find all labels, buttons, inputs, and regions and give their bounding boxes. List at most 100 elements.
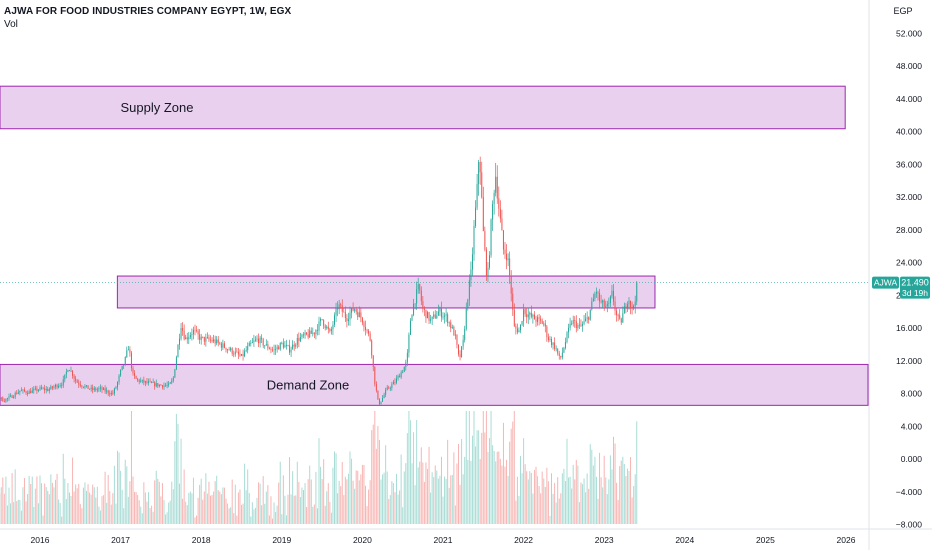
- volume-bar: [467, 460, 468, 524]
- candle-body: [320, 319, 321, 321]
- volume-bar: [97, 487, 98, 524]
- volume-bar: [64, 479, 65, 524]
- y-tick-label: 36.000: [896, 159, 922, 169]
- volume-bar: [117, 451, 118, 524]
- volume-bar: [627, 469, 628, 524]
- volume-bar: [356, 470, 357, 524]
- candle-body: [371, 340, 372, 355]
- candle-body: [114, 389, 115, 394]
- candle-body: [563, 348, 564, 353]
- candle-body: [32, 390, 33, 393]
- volume-bar: [236, 516, 237, 524]
- candle-body: [133, 368, 134, 373]
- y-tick-label: 40.000: [896, 127, 922, 137]
- volume-bar: [35, 489, 36, 524]
- candle-body: [233, 354, 234, 355]
- volume-bar: [270, 496, 271, 524]
- volume-bar: [343, 495, 344, 524]
- currency-label: EGP: [893, 6, 912, 16]
- candle-body: [478, 162, 479, 184]
- volume-bar: [379, 440, 380, 524]
- volume-bar: [345, 477, 346, 524]
- candle-body: [195, 330, 196, 331]
- volume-label[interactable]: Vol: [4, 18, 291, 31]
- candle-body: [193, 330, 194, 334]
- candle-body: [367, 330, 368, 331]
- volume-bar: [633, 486, 634, 524]
- candle-body: [593, 299, 594, 302]
- volume-bar: [515, 501, 516, 524]
- y-tick-label: 32.000: [896, 192, 922, 202]
- y-tick-label: 16.000: [896, 323, 922, 333]
- candle-body: [357, 312, 358, 317]
- candle-body: [579, 325, 580, 326]
- volume-bar: [84, 482, 85, 524]
- candle-body: [19, 391, 20, 393]
- candle-body: [61, 385, 62, 386]
- candle-body: [577, 325, 578, 328]
- volume-bar: [514, 411, 515, 524]
- candle-body: [556, 348, 557, 349]
- volume-bar: [461, 439, 462, 524]
- volume-bar: [607, 494, 608, 524]
- zone-demand-zone[interactable]: [0, 364, 868, 405]
- volume-bar: [300, 497, 301, 524]
- volume-bar: [464, 457, 465, 524]
- volume-bar: [187, 505, 188, 524]
- candle-body: [616, 311, 617, 316]
- volume-bar: [404, 471, 405, 524]
- zone-middle-zone[interactable]: [117, 276, 655, 308]
- candle-body: [55, 385, 56, 387]
- candle-body: [456, 335, 457, 345]
- volume-bar: [111, 505, 112, 524]
- volume-bar: [543, 478, 544, 524]
- candle-body: [142, 380, 143, 381]
- volume-bar: [438, 479, 439, 524]
- candle-body: [393, 382, 394, 384]
- volume-bar: [91, 495, 92, 524]
- candle-body: [607, 304, 608, 306]
- volume-bar: [83, 488, 84, 524]
- volume-bar: [89, 492, 90, 524]
- volume-bar: [188, 493, 189, 524]
- volume-bar: [551, 473, 552, 524]
- volume-bar: [407, 433, 408, 524]
- candle-body: [532, 315, 533, 317]
- volume-bar: [401, 454, 402, 524]
- volume-bar: [77, 488, 78, 524]
- candle-body: [601, 301, 602, 302]
- volume-bar: [371, 430, 372, 524]
- volume-bar: [46, 487, 47, 524]
- candle-body: [221, 344, 222, 348]
- volume-bar: [278, 483, 279, 524]
- y-tick-label: −4.000: [896, 487, 923, 497]
- volume-bar: [391, 481, 392, 524]
- volume-bar: [565, 481, 566, 524]
- candle-body: [162, 385, 163, 387]
- symbol-title[interactable]: AJWA FOR FOOD INDUSTRIES COMPANY EGYPT, …: [4, 5, 291, 18]
- candle-body: [549, 339, 550, 340]
- volume-bar: [325, 506, 326, 524]
- volume-bar: [94, 487, 95, 524]
- candle-body: [432, 317, 433, 320]
- volume-bar: [292, 471, 293, 524]
- volume-bar: [443, 497, 444, 524]
- candle-body: [365, 327, 366, 330]
- candle-body: [1, 398, 2, 399]
- candle-body: [215, 339, 216, 343]
- volume-bar: [385, 445, 386, 524]
- volume-bar: [133, 476, 134, 524]
- candle-body: [139, 380, 140, 382]
- volume-bar: [213, 492, 214, 524]
- candle-body: [573, 320, 574, 324]
- volume-bar: [184, 470, 185, 524]
- x-tick-label: 2024: [675, 535, 694, 545]
- x-tick-label: 2016: [31, 535, 50, 545]
- volume-bar: [190, 492, 191, 524]
- candle-body: [47, 389, 48, 391]
- candle-body: [481, 172, 482, 197]
- volume-bar: [599, 453, 600, 524]
- candle-body: [602, 300, 603, 302]
